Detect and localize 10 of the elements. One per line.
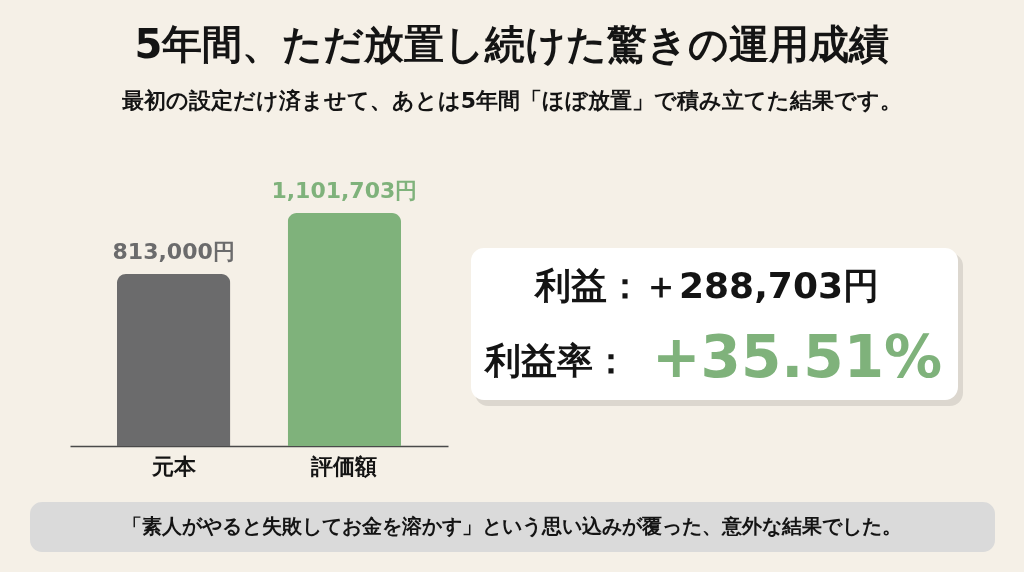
text: 利益率： — [483, 340, 629, 381]
text: 最初の設定だけ済ませて、あとは5年間「ほぼ放置」で積み立てた結果です。 — [120, 88, 903, 113]
chart-title: 5年間、ただ放置し続けた驚きの運用成績 — [134, 21, 890, 67]
text: 「素人がやると失敗してお金を溶かす」という思い込みが覆った、意外な結果でした。 — [122, 514, 902, 538]
x-tick-label: 元本 — [150, 453, 197, 479]
data-label: 813,000円 — [112, 239, 235, 265]
text: +35.51% — [652, 323, 943, 391]
text: 利益：＋288,703円 — [533, 265, 879, 306]
data-label: 1,101,703円 — [271, 178, 418, 203]
x-tick-label: 評価額 — [310, 453, 378, 479]
